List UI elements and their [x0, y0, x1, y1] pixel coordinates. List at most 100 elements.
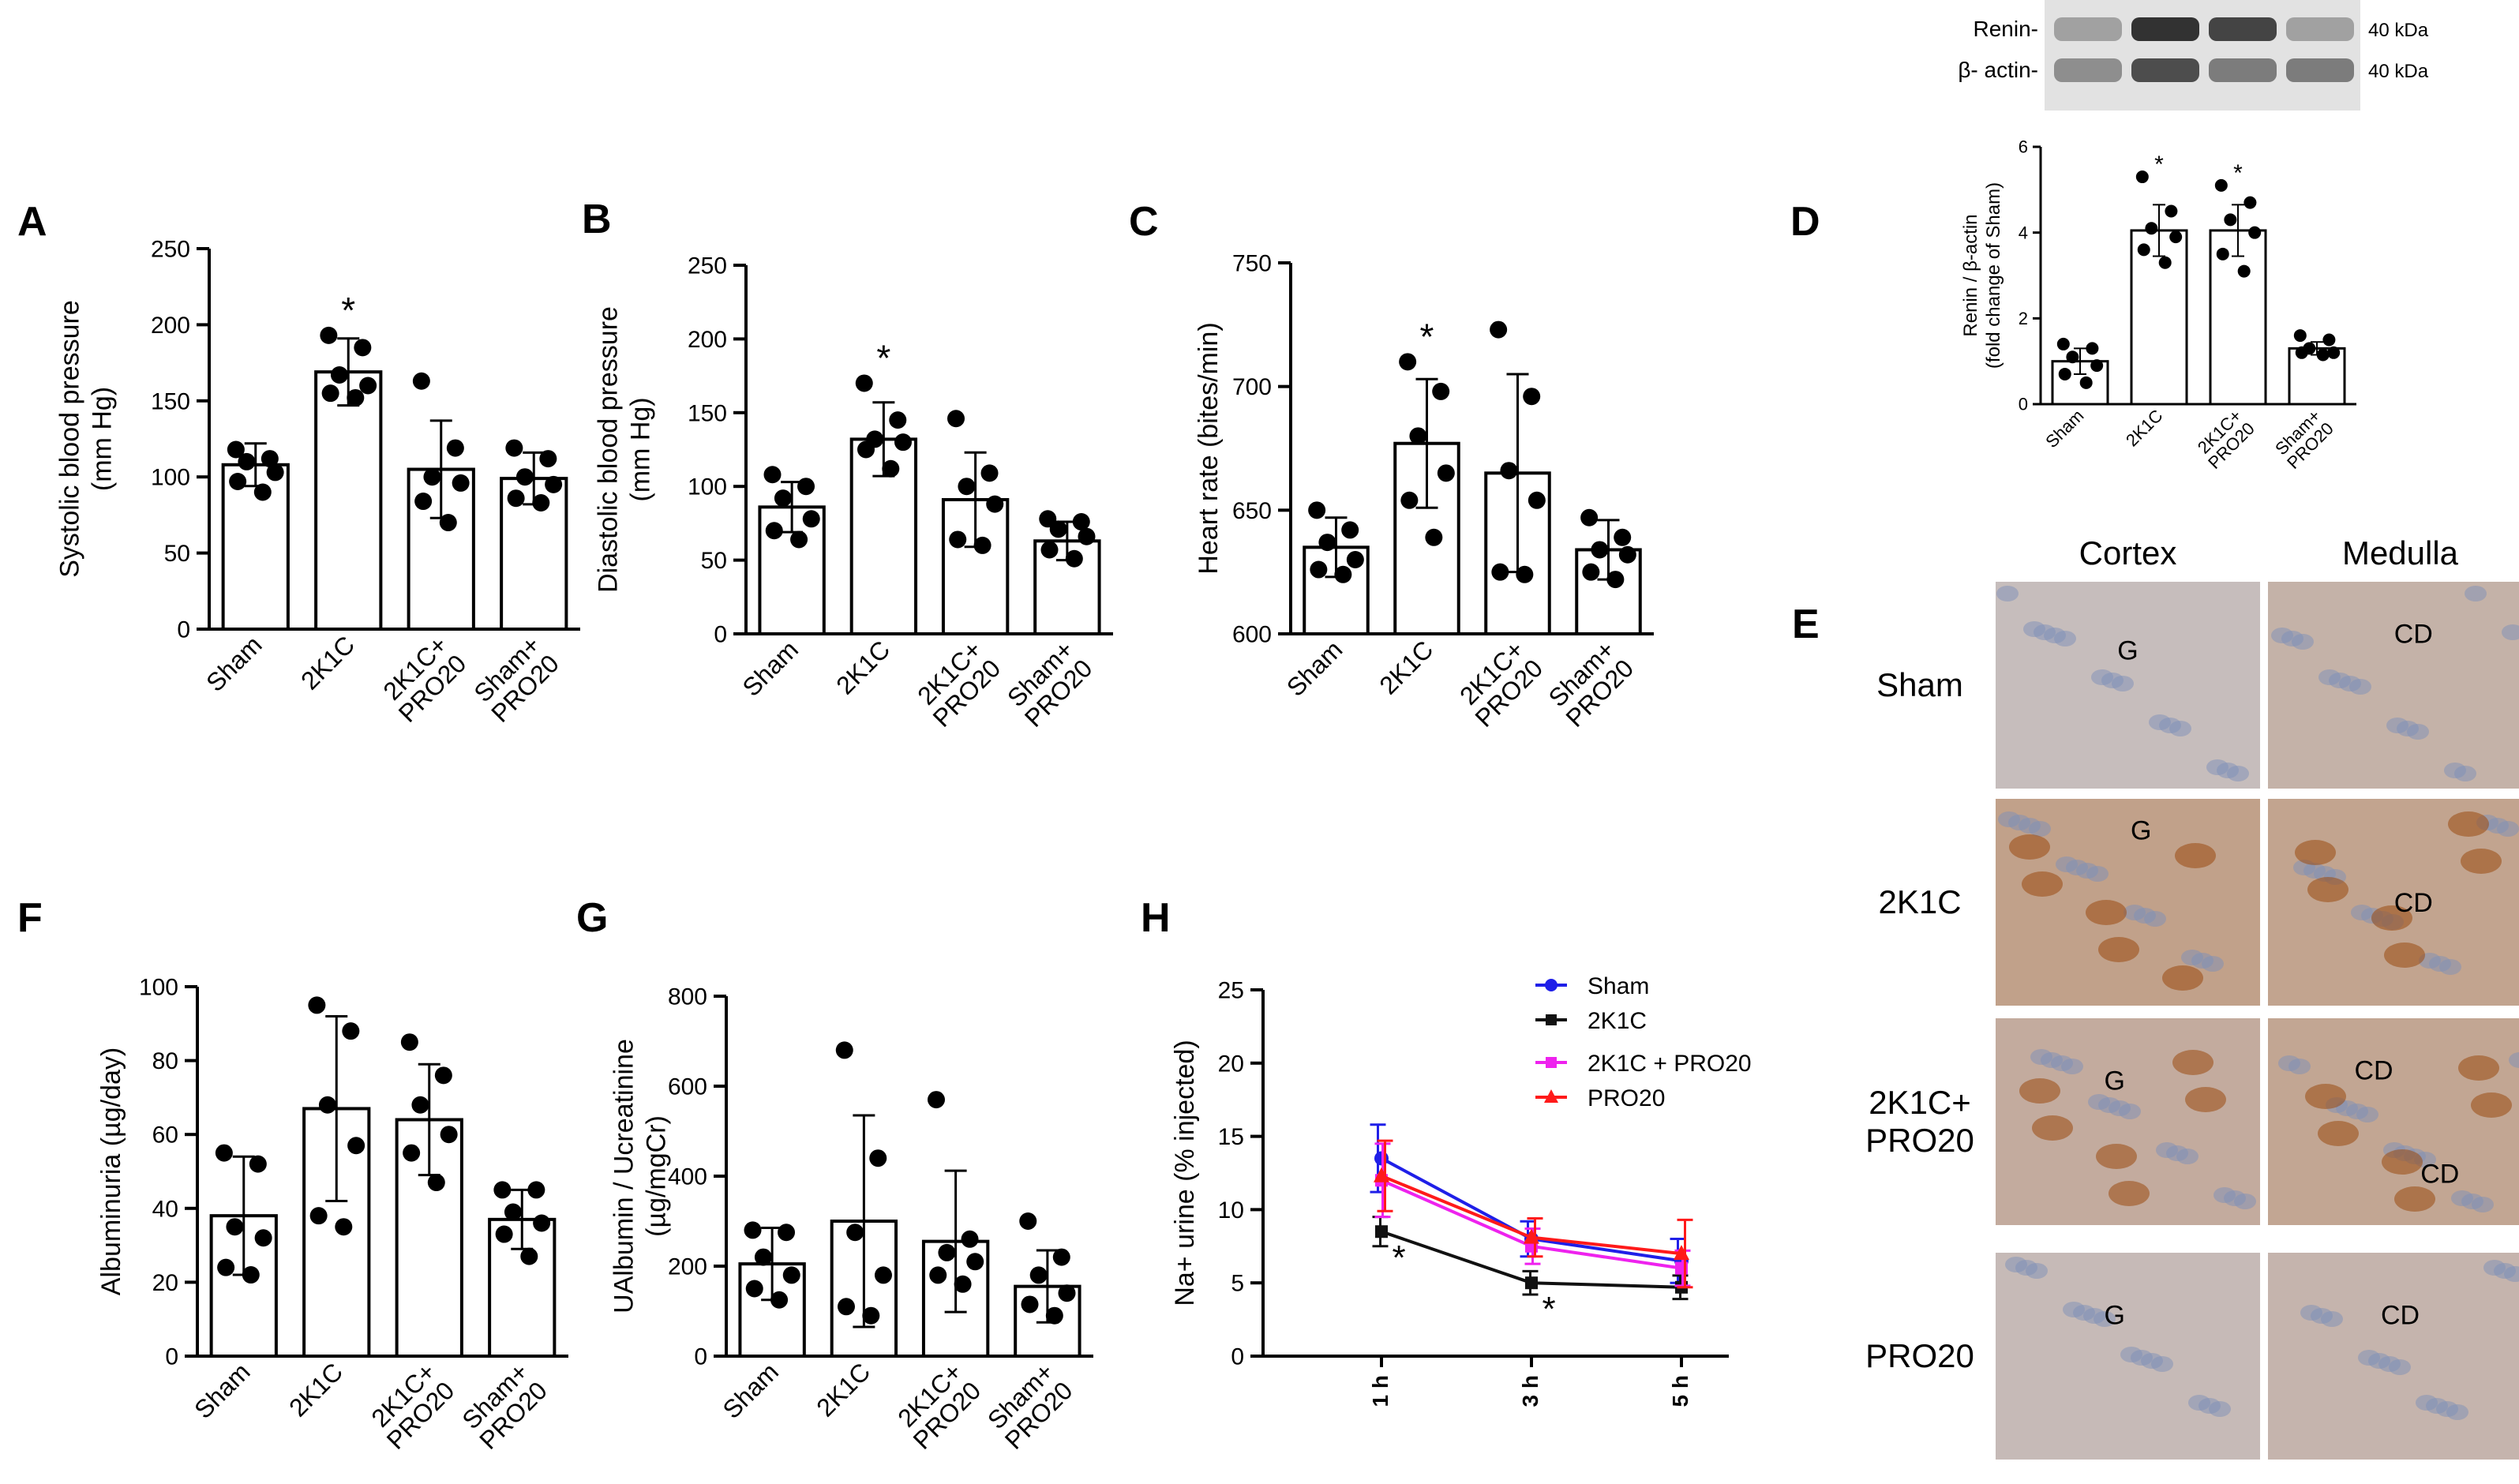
- category-label: 2K1C+PRO20: [365, 1357, 459, 1454]
- panel-label: D: [1790, 199, 1820, 245]
- panel-label: F: [17, 895, 43, 941]
- panel-label: H: [1141, 895, 1171, 941]
- blot-band: [2054, 58, 2122, 82]
- category-label: 2K1C: [830, 635, 895, 699]
- series-marker: [1524, 1228, 1539, 1244]
- category-label: Sham+PRO20: [456, 1357, 553, 1454]
- data-point: [1019, 1212, 1037, 1230]
- nucleus: [2063, 1302, 2085, 1317]
- category-label: 2K1C+PRO20: [2194, 406, 2258, 473]
- data-point: [1346, 551, 1364, 568]
- nucleus: [2005, 1257, 2027, 1272]
- data-point: [2066, 350, 2079, 364]
- legend-swatch-marker: [1546, 1014, 1557, 1025]
- data-point: [1618, 545, 1636, 564]
- data-point: [1606, 571, 1625, 589]
- y-tick-label: 250: [151, 237, 190, 263]
- series-marker: [1375, 1225, 1388, 1239]
- blot-row-label: β- actin-: [1958, 58, 2038, 82]
- stain-blob: [2307, 877, 2348, 902]
- stain-blob: [2022, 871, 2063, 897]
- bar: [2130, 229, 2188, 406]
- data-point: [763, 466, 782, 484]
- data-point: [2165, 204, 2178, 218]
- data-point: [1341, 521, 1359, 539]
- data-point: [929, 1266, 947, 1284]
- data-point: [2079, 376, 2093, 389]
- data-point: [400, 1033, 418, 1051]
- data-point: [504, 1203, 522, 1221]
- category-label: Sham+PRO20: [2271, 406, 2337, 473]
- data-point: [1500, 462, 1518, 480]
- stain-blob: [2384, 942, 2425, 968]
- data-point: [1490, 320, 1508, 339]
- histology-marker-label: G: [2105, 1066, 2125, 1096]
- panel-label: A: [17, 199, 47, 245]
- blot-band: [2286, 17, 2354, 41]
- nucleus: [2149, 714, 2171, 730]
- stain-blob: [2295, 840, 2336, 865]
- data-point: [330, 366, 348, 384]
- data-point: [2137, 243, 2150, 257]
- data-point: [238, 452, 256, 470]
- y-tick-label: 150: [688, 400, 727, 426]
- category-label: 2K1C+PRO20: [892, 1357, 986, 1454]
- y-axis-label-line: (µg/mgCr): [641, 1115, 671, 1237]
- category-label: 2K1C+PRO20: [912, 635, 1006, 732]
- nucleus: [2416, 1395, 2438, 1411]
- data-point: [2086, 342, 2099, 355]
- histology-image: CD: [2268, 799, 2519, 1006]
- y-tick-label: 700: [1232, 374, 1272, 400]
- category-label-line: 2K1C: [1374, 635, 1438, 699]
- significance-marker: *: [2233, 160, 2243, 186]
- y-axis-label-line: Renin / β-actin: [1960, 214, 1981, 336]
- y-tick-label: 100: [151, 465, 190, 491]
- data-point: [869, 1149, 887, 1167]
- data-point: [520, 1247, 538, 1265]
- nucleus: [2056, 856, 2078, 872]
- panel-label: B: [582, 197, 612, 242]
- category-label: Sham: [2041, 406, 2087, 452]
- y-tick-label: 800: [668, 984, 707, 1010]
- data-point: [507, 489, 525, 508]
- data-point: [889, 411, 907, 429]
- nucleus: [2213, 1187, 2236, 1203]
- data-point: [1582, 563, 1600, 581]
- data-point: [1425, 528, 1443, 546]
- category-label: Sham+PRO20: [468, 630, 564, 727]
- data-point: [1318, 534, 1336, 552]
- stain-blob: [2109, 1181, 2150, 1206]
- histology-tile-bg: [2268, 582, 2519, 789]
- category-label: Sham: [718, 1357, 785, 1424]
- data-point: [1528, 491, 1546, 509]
- y-tick-label: 0: [165, 1344, 178, 1370]
- data-point: [745, 1280, 763, 1298]
- data-point: [1516, 565, 1534, 583]
- data-point: [321, 384, 339, 403]
- data-point: [744, 1221, 762, 1239]
- blot-band: [2209, 17, 2277, 41]
- blot-band: [2131, 58, 2199, 82]
- histology-stain-overlay: [2268, 1018, 2519, 1225]
- data-point: [1432, 382, 1450, 400]
- histology-image: CD: [2268, 582, 2519, 789]
- data-point: [1437, 464, 1455, 482]
- y-axis-label-line: Albuminuria (µg/day): [96, 1047, 126, 1295]
- category-label: 2K1C+PRO20: [377, 630, 471, 727]
- line-chart-H: 0 5 10 15 20 25 Na+ urine (% injected) H 1 h 3 h 5…: [1141, 895, 1752, 1407]
- x-tick-label-text: 5 h: [1668, 1375, 1692, 1407]
- data-point: [2145, 222, 2158, 235]
- y-axis-label-line: (fold change of Sham): [1983, 182, 2004, 369]
- nucleus: [2206, 759, 2228, 775]
- y-tick-label: 0: [2019, 395, 2028, 414]
- nucleus: [2465, 586, 2487, 601]
- y-tick-label: 100: [139, 975, 178, 1001]
- significance-marker: *: [1420, 316, 1434, 357]
- histology-image: CD CD: [2268, 1018, 2519, 1225]
- legend-label: 2K1C + PRO20: [1587, 1051, 1752, 1077]
- category-label: 2K1C: [1374, 635, 1438, 699]
- data-point: [882, 459, 900, 478]
- y-tick-label: 0: [694, 1344, 707, 1370]
- stain-blob: [2318, 1121, 2359, 1146]
